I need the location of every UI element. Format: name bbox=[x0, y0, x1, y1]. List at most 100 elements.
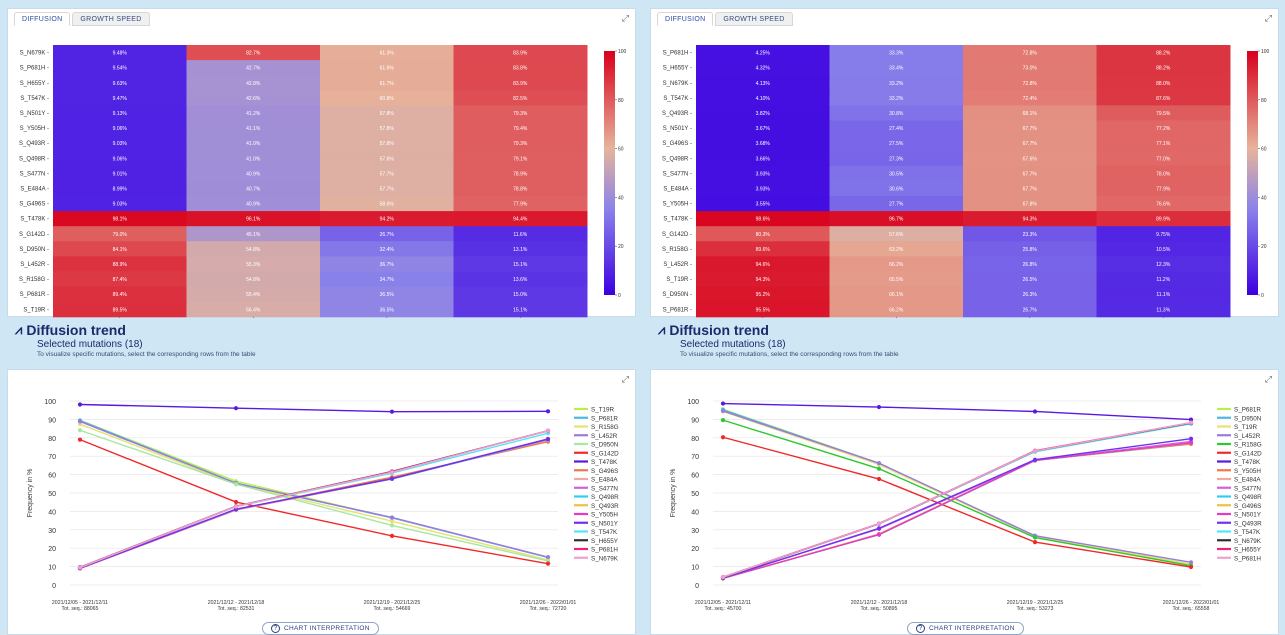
data-point bbox=[1032, 448, 1038, 454]
legend-entry: S_G496S bbox=[591, 468, 618, 475]
cell-label: 89.4% bbox=[113, 292, 128, 298]
heatmap-cell bbox=[1096, 105, 1231, 121]
heatmap-cell bbox=[1096, 211, 1231, 227]
cell-label: 57.8% bbox=[380, 126, 395, 132]
cell-label: 78.8% bbox=[513, 186, 528, 192]
data-point bbox=[1188, 564, 1194, 570]
legend-entry: S_N501Y bbox=[1234, 512, 1262, 519]
heatmap-cell bbox=[453, 271, 588, 288]
tab-growth-speed[interactable]: GROWTH SPEED bbox=[715, 12, 793, 26]
cell-label: 82.5% bbox=[513, 96, 528, 102]
heatmap-cell bbox=[53, 180, 187, 197]
x-tick-label: 2021/12/26 - 2022/01/01 bbox=[1163, 600, 1220, 606]
heatmap-chart: S_P681H - 4.25% 33.3% 72.8% 88.2% S_H655Y - 4.… bbox=[662, 45, 1270, 318]
data-point bbox=[389, 409, 395, 414]
cell-label: 4.32% bbox=[756, 66, 771, 72]
heatmap-cell bbox=[829, 90, 964, 106]
series-line bbox=[79, 438, 549, 569]
cell-label: 66.2% bbox=[889, 307, 904, 313]
tab-growth-speed[interactable]: GROWTH SPEED bbox=[72, 12, 150, 26]
heatmap-cell bbox=[453, 301, 588, 318]
cell-label: 27.7% bbox=[889, 202, 904, 208]
expand-icon[interactable]: ⤢ bbox=[1264, 13, 1272, 23]
cell-label: 4.13% bbox=[756, 81, 771, 87]
heatmap-cell bbox=[453, 211, 588, 227]
cell-label: 95.5% bbox=[756, 307, 771, 313]
data-point bbox=[876, 532, 882, 537]
y-tick-label: 90 bbox=[691, 417, 699, 424]
cell-label: 89.6% bbox=[756, 247, 771, 253]
cell-label: 67.6% bbox=[1023, 156, 1038, 162]
heatmap-cell bbox=[53, 211, 187, 227]
cell-label: 33.3% bbox=[889, 51, 904, 57]
heatmap-cell bbox=[696, 180, 830, 197]
expand-icon[interactable]: ⤢ bbox=[1264, 374, 1272, 384]
chart-interpretation-label: CHART INTERPRETATION bbox=[284, 625, 370, 632]
cell-label: 57.6% bbox=[380, 156, 395, 162]
cell-label: 79.0% bbox=[113, 232, 128, 238]
selection-hint: To visualize specific mutations, select … bbox=[37, 351, 256, 358]
cell-label: 61.6% bbox=[380, 66, 395, 72]
heatmap-cell bbox=[963, 226, 1097, 242]
cell-label: 88.2% bbox=[1156, 66, 1171, 72]
cell-label: 94.6% bbox=[756, 262, 771, 268]
row-label: S_Q498R - bbox=[19, 156, 49, 162]
heatmap-cell bbox=[320, 60, 454, 76]
row-label: S_E484A - bbox=[20, 186, 49, 192]
cell-label: 3.68% bbox=[756, 141, 771, 147]
trend-title-text: Diffusion trend bbox=[669, 322, 769, 338]
line-chart-card: ⤢ 0 10 20 30 40 50 60 70 80 90 100 Frequency in % 20… bbox=[650, 369, 1279, 635]
data-point bbox=[876, 466, 882, 471]
y-tick-label: 40 bbox=[691, 509, 699, 516]
heatmap-cell bbox=[53, 150, 187, 167]
tab-diffusion[interactable]: DIFFUSION bbox=[14, 12, 71, 26]
row-label: S_H655Y - bbox=[20, 81, 49, 87]
cell-label: 96.7% bbox=[889, 217, 904, 223]
data-point bbox=[389, 523, 395, 528]
cell-label: 79.4% bbox=[513, 126, 528, 132]
cell-label: 26.8% bbox=[1023, 262, 1038, 268]
heatmap-cell bbox=[186, 90, 321, 106]
cell-label: 3.55% bbox=[756, 202, 771, 208]
heatmap-cell bbox=[963, 180, 1097, 197]
y-tick-label: 70 bbox=[691, 454, 699, 461]
cell-label: 9.47% bbox=[113, 96, 128, 102]
cell-label: 15.0% bbox=[513, 292, 528, 298]
data-point bbox=[389, 476, 395, 481]
row-label: S_P681R - bbox=[20, 292, 49, 298]
cell-label: 67.7% bbox=[1023, 186, 1038, 192]
trend-chart-icon: ⩘ bbox=[15, 322, 23, 337]
colorbar-label: 20 bbox=[618, 244, 624, 250]
expand-icon[interactable]: ⤢ bbox=[621, 13, 629, 23]
data-point bbox=[545, 436, 551, 442]
heatmap-cell bbox=[320, 120, 454, 137]
chart-interpretation-button[interactable]: ? CHART INTERPRETATION bbox=[262, 622, 379, 635]
heatmap-cell bbox=[320, 301, 454, 318]
series-line bbox=[722, 422, 1192, 578]
cell-label: 61.7% bbox=[380, 81, 395, 87]
cell-label: 11.1% bbox=[1156, 292, 1170, 298]
row-label: S_R158G - bbox=[662, 247, 692, 253]
cell-label: 94.4% bbox=[513, 217, 528, 223]
heatmap-cell bbox=[829, 165, 964, 182]
data-point bbox=[545, 561, 551, 566]
y-tick-label: 20 bbox=[48, 546, 56, 553]
heatmap-cell bbox=[1096, 75, 1231, 91]
y-axis-label: Frequency in % bbox=[670, 469, 677, 518]
row-label: S_N501Y - bbox=[20, 111, 49, 117]
series-line bbox=[722, 440, 1192, 579]
heatmap-cell bbox=[696, 196, 830, 212]
heatmap-cell bbox=[963, 75, 1097, 91]
heatmap-cell bbox=[829, 45, 964, 61]
cell-label: 9.06% bbox=[113, 126, 128, 132]
cell-label: 30.6% bbox=[889, 186, 904, 192]
tab-diffusion[interactable]: DIFFUSION bbox=[657, 12, 714, 26]
cell-label: 26.5% bbox=[1023, 277, 1038, 283]
data-point bbox=[389, 533, 395, 538]
heatmap-cell bbox=[696, 90, 830, 106]
expand-icon[interactable]: ⤢ bbox=[621, 374, 629, 384]
chart-interpretation-button[interactable]: ? CHART INTERPRETATION bbox=[907, 622, 1024, 635]
cell-label: 89.5% bbox=[113, 307, 128, 313]
heatmap-cell bbox=[320, 196, 454, 212]
y-tick-label: 30 bbox=[691, 528, 699, 535]
